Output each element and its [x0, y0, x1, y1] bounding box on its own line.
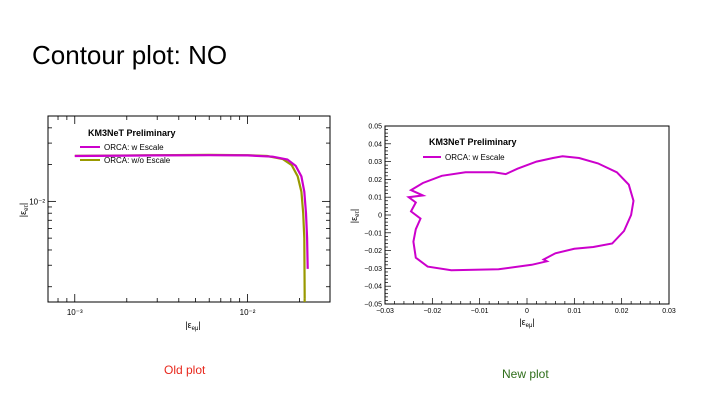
y-tick-label: −0.01	[364, 230, 382, 237]
y-tick-label: 10⁻²	[29, 197, 45, 206]
y-axis-title: |εeτ|	[349, 209, 361, 223]
series-contour-with-escale	[406, 155, 635, 272]
plot-frame	[47, 115, 331, 303]
series-line-with-escale	[74, 154, 309, 269]
x-tick-label: 10⁻³	[67, 308, 83, 317]
legend-entry: ORCA: w Escale	[445, 153, 505, 162]
new-plot-caption: New plot	[502, 367, 549, 381]
x-tick-label: 0.02	[615, 308, 629, 315]
x-tick-label: 0	[525, 308, 529, 315]
legend-entry: ORCA: w/o Escale	[104, 156, 171, 165]
legend-entry: ORCA: w Escale	[104, 143, 164, 152]
slide-title: Contour plot: NO	[32, 40, 228, 70]
y-tick-label: −0.05	[364, 302, 382, 309]
y-axis-title: |εeτ|	[18, 203, 30, 217]
plot-frame	[384, 125, 670, 305]
old-contour-chart: 10⁻³ 10⁻² 10⁻² KM3NeT Preliminary ORCA: w Es…	[18, 115, 331, 332]
y-tick-label: 0.04	[368, 141, 382, 148]
x-tick-label: −0.01	[471, 308, 489, 315]
x-axis-title: |εeμ|	[185, 320, 201, 332]
chart-label: KM3NeT Preliminary	[88, 128, 176, 138]
y-tick-label: 0	[378, 213, 382, 220]
new-plot-panel: −0.03 −0.02 −0.01 0 0.01 0.02 0.03 −0.05 −0.04 −0…	[345, 118, 690, 340]
x-tick-label: −0.03	[376, 308, 394, 315]
x-tick-label: 10⁻²	[240, 308, 256, 317]
y-tick-label: 0.03	[368, 159, 382, 166]
y-tick-label: 0.01	[368, 195, 382, 202]
y-tick-label: 0.05	[368, 124, 382, 131]
old-plot-caption: Old plot	[164, 363, 206, 377]
y-tick-label: 0.02	[368, 177, 382, 184]
chart-label: KM3NeT Preliminary	[429, 137, 517, 147]
x-tick-label: −0.02	[423, 308, 441, 315]
x-tick-label: 0.03	[662, 308, 676, 315]
old-plot-panel: 10⁻³ 10⁻² 10⁻² KM3NeT Preliminary ORCA: w Es…	[18, 110, 338, 340]
new-contour-chart: −0.03 −0.02 −0.01 0 0.01 0.02 0.03 −0.05 −0.04 −0…	[349, 124, 676, 330]
y-tick-label: −0.04	[364, 284, 382, 291]
y-tick-label: −0.02	[364, 248, 382, 255]
x-axis-title: |εeμ|	[519, 317, 535, 329]
y-tick-label: −0.03	[364, 266, 382, 273]
x-tick-label: 0.01	[568, 308, 582, 315]
